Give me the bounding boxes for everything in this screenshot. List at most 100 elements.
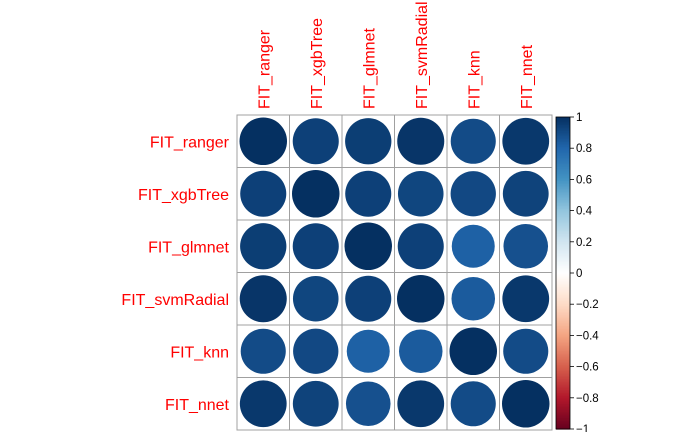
cell-FIT_nnet-FIT_glmnet xyxy=(341,377,395,431)
colorbar-segment xyxy=(556,324,570,327)
cell-FIT_glmnet-FIT_xgbTree xyxy=(289,219,343,273)
colorbar-segment xyxy=(556,199,570,202)
colorbar-segment xyxy=(556,176,570,179)
correlation-circle xyxy=(502,170,549,217)
colorbar-segment xyxy=(556,260,570,263)
colorbar-segment xyxy=(556,299,570,302)
colorbar-segment xyxy=(556,352,570,355)
correlation-circle xyxy=(292,380,339,427)
correlation-circle xyxy=(239,275,287,323)
correlation-circle xyxy=(502,117,550,165)
colorbar-segment xyxy=(556,251,570,254)
colorbar-tick-label: 0.8 xyxy=(576,143,592,155)
cell-FIT_knn-FIT_glmnet xyxy=(341,324,395,378)
column-label: FIT_nnet xyxy=(519,44,536,109)
cell-FIT_svmRadial-FIT_glmnet xyxy=(341,272,395,326)
colorbar-segment xyxy=(556,282,570,285)
column-label: FIT_svmRadial xyxy=(414,1,431,109)
cell-FIT_svmRadial-FIT_knn xyxy=(446,272,500,326)
colorbar-segment xyxy=(556,118,570,121)
cell-FIT_xgbTree-FIT_glmnet xyxy=(341,167,395,221)
colorbar-segment xyxy=(556,374,570,377)
colorbar-segment xyxy=(556,377,570,380)
colorbar-segment xyxy=(556,240,570,243)
colorbar-segment xyxy=(556,190,570,193)
colorbar-segment xyxy=(556,363,570,366)
colorbar-segment xyxy=(556,383,570,386)
colorbar-segment xyxy=(556,202,570,205)
colorbar-segment xyxy=(556,179,570,182)
colorbar-segment xyxy=(556,149,570,152)
colorbar-segment xyxy=(556,358,570,361)
correlation-circle xyxy=(239,380,287,428)
colorbar-segment xyxy=(556,400,570,404)
colorbar-segment xyxy=(556,288,570,291)
colorbar-segment xyxy=(556,254,570,257)
colorbar-segment xyxy=(556,201,570,204)
colorbar-segment xyxy=(556,146,570,149)
colorbar-segment xyxy=(556,268,570,271)
cell-FIT_nnet-FIT_xgbTree xyxy=(289,377,343,431)
colorbar-segment xyxy=(556,148,570,151)
row-label: FIT_nnet xyxy=(165,397,230,414)
colorbar-segment xyxy=(556,424,570,427)
colorbar-segment xyxy=(556,329,570,332)
colorbar-segment xyxy=(556,361,570,365)
correlation-circle xyxy=(345,118,392,165)
colorbar-segment xyxy=(556,357,570,360)
colorbar-segment xyxy=(556,185,570,188)
cell-FIT_nnet-FIT_nnet xyxy=(499,377,553,431)
colorbar-segment xyxy=(556,343,570,346)
correlation-circle xyxy=(239,117,287,165)
colorbar-segment xyxy=(556,152,570,156)
correlation-circle xyxy=(450,171,496,217)
colorbar-segment xyxy=(556,341,570,344)
colorbar-segment xyxy=(556,265,570,268)
cell-FIT_xgbTree-FIT_nnet xyxy=(499,167,553,221)
colorbar-segment xyxy=(556,156,570,159)
colorbar-segment xyxy=(556,204,570,207)
colorbar-segment xyxy=(556,285,570,288)
colorbar-segment xyxy=(556,195,570,198)
colorbar-segment xyxy=(556,212,570,215)
colorbar-segment xyxy=(556,252,570,255)
colorbar-tick-label: −1 xyxy=(576,424,589,432)
correlation-circle xyxy=(397,380,445,428)
row-labels: FIT_ranger FIT_xgbTree FIT_glmnet FIT_svmRa… xyxy=(121,134,229,414)
colorbar-segment xyxy=(556,180,570,184)
colorbar-segment xyxy=(556,221,570,224)
colorbar-segment xyxy=(556,332,570,335)
correlation-circle xyxy=(503,223,549,269)
colorbar-segment xyxy=(556,121,570,124)
colorbar-segment xyxy=(556,241,570,244)
colorbar-segment xyxy=(556,209,570,212)
colorbar-segment xyxy=(556,232,570,235)
correlation-circle xyxy=(344,222,392,270)
colorbar-segment xyxy=(556,198,570,201)
colorbar-segment xyxy=(556,283,570,287)
colorbar-segment xyxy=(556,184,570,187)
cell-FIT_knn-FIT_xgbTree xyxy=(289,324,343,378)
cell-FIT_glmnet-FIT_ranger xyxy=(236,219,290,273)
colorbar-segment xyxy=(556,393,570,396)
row-label: FIT_ranger xyxy=(150,134,230,151)
colorbar-segment xyxy=(556,380,570,383)
colorbar-segment xyxy=(556,379,570,382)
correlation-circle xyxy=(451,276,496,321)
colorbar-segment xyxy=(556,421,570,424)
colorbar-segment xyxy=(556,117,570,120)
colorbar-tick-label: 0.2 xyxy=(576,237,592,249)
correlation-circle xyxy=(398,329,443,374)
colorbar-segment xyxy=(556,397,570,400)
colorbar-segment xyxy=(556,347,570,351)
correlation-circle xyxy=(345,275,392,322)
colorbar-segment xyxy=(556,319,570,322)
colorbar-segment xyxy=(556,229,570,232)
correlation-circle xyxy=(449,327,497,375)
colorbar-segment xyxy=(556,162,570,165)
correlation-circle xyxy=(450,381,496,427)
colorbar-segment xyxy=(556,349,570,352)
colorbar-segment xyxy=(556,355,570,358)
colorbar-segment xyxy=(556,248,570,251)
